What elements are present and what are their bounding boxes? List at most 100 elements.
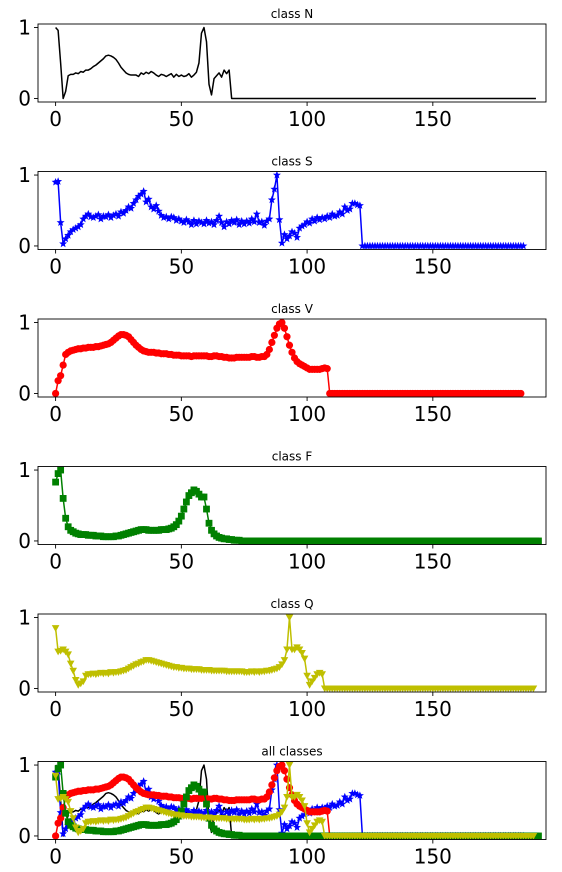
y-tick-label: 0 (18, 824, 31, 848)
data-point (308, 214, 317, 223)
data-point (280, 767, 289, 775)
x-tick-label: 0 (49, 697, 62, 721)
data-point (272, 171, 281, 179)
x-tick-label: 50 (169, 845, 194, 869)
data-point (323, 365, 331, 373)
data-point (215, 211, 224, 220)
data-point (157, 211, 166, 219)
data-point (303, 672, 311, 680)
data-point (328, 209, 337, 218)
data-point (345, 204, 354, 213)
subplot-title: class S (271, 155, 312, 169)
data-point (59, 829, 68, 838)
data-point (192, 809, 201, 818)
data-point (59, 790, 67, 797)
data-point (134, 192, 143, 200)
data-point (323, 211, 332, 220)
data-point (285, 821, 294, 830)
data-point (137, 779, 146, 788)
data-point (208, 821, 215, 829)
y-tick-label: 0 (18, 381, 31, 405)
data-point (275, 215, 284, 224)
data-point (182, 793, 190, 801)
data-point (282, 824, 291, 833)
data-point (278, 808, 286, 816)
data-point (519, 241, 528, 250)
data-point (280, 657, 289, 664)
data-point (172, 216, 181, 224)
x-tick-label: 100 (288, 845, 326, 869)
series-markers-4 (51, 614, 538, 692)
data-point (149, 204, 158, 213)
data-point (172, 806, 181, 814)
y-tick-label: 0 (18, 86, 31, 110)
data-point (220, 222, 229, 231)
data-point (205, 219, 213, 227)
x-tick-label: 100 (288, 697, 326, 721)
data-point (192, 219, 201, 228)
data-point (325, 803, 334, 811)
data-point (300, 655, 309, 663)
data-point (177, 807, 185, 815)
data-point (235, 220, 244, 229)
data-point (89, 213, 98, 221)
data-point (197, 218, 206, 226)
x-tick-label: 50 (169, 402, 194, 426)
data-point (230, 218, 239, 226)
subplot-title: class Q (270, 597, 313, 611)
data-point (144, 784, 153, 793)
data-point (232, 215, 241, 224)
data-point (330, 801, 339, 810)
data-point (51, 625, 60, 632)
data-point (109, 801, 118, 809)
data-point (200, 493, 208, 501)
data-point (222, 217, 231, 226)
data-point (101, 802, 110, 811)
x-tick-label: 0 (49, 845, 62, 869)
data-point (517, 389, 525, 397)
data-point (182, 805, 191, 814)
data-point (96, 804, 105, 813)
data-point (144, 194, 153, 203)
data-point (328, 799, 337, 808)
data-point (104, 800, 113, 809)
axes-frame (37, 23, 547, 103)
data-point (106, 213, 115, 221)
x-tick-label: 100 (288, 402, 326, 426)
series-markers-2 (52, 319, 525, 397)
data-point (64, 798, 72, 806)
subplot-0: class N 0 50 100 150 0 1 (18, 7, 547, 131)
data-point (278, 319, 286, 327)
data-point (343, 796, 352, 804)
data-point (270, 774, 278, 782)
data-point (268, 338, 276, 346)
data-point (295, 224, 304, 232)
x-tick-label: 50 (169, 255, 194, 279)
data-point (157, 801, 166, 809)
data-point (270, 185, 279, 193)
data-point (81, 801, 90, 810)
subplot-5: all classes 0 50 100 150 0 1 (18, 745, 547, 869)
data-point (172, 816, 180, 824)
data-point (335, 797, 344, 806)
data-point (66, 660, 75, 668)
subplot-2: class V 0 50 100 150 0 1 (18, 302, 547, 426)
data-point (240, 219, 249, 228)
data-point (237, 216, 246, 225)
data-point (66, 227, 75, 236)
data-point (179, 218, 188, 226)
data-point (338, 209, 347, 218)
data-point (227, 216, 236, 224)
x-tick-label: 50 (169, 550, 194, 574)
data-point (54, 765, 62, 772)
data-point (180, 800, 188, 808)
data-point (106, 803, 115, 811)
data-point (330, 211, 339, 220)
data-point (104, 210, 113, 219)
data-point (293, 233, 302, 241)
data-point (340, 202, 349, 211)
data-point (290, 818, 299, 827)
series-line-0 (55, 26, 536, 100)
data-point (283, 646, 291, 654)
data-point (350, 789, 359, 797)
